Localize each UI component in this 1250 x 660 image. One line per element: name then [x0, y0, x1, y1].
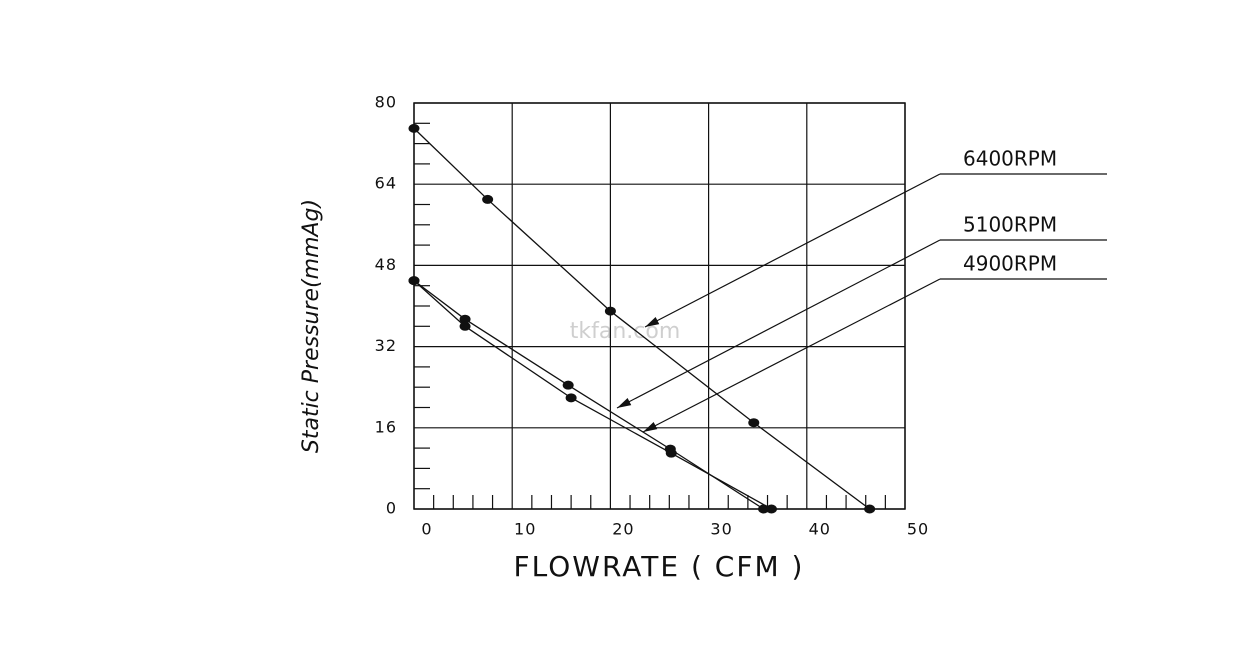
callout-arrow [644, 173, 941, 328]
x-tick-label: 0 [421, 520, 432, 539]
data-point [665, 448, 677, 458]
arrow-head [617, 397, 632, 408]
data-point [459, 321, 471, 331]
y-tick-label: 32 [375, 336, 397, 355]
data-point [459, 314, 471, 324]
data-point [408, 276, 420, 286]
x-tick-label: 50 [907, 520, 929, 539]
data-point [864, 504, 876, 514]
data-point [765, 504, 777, 514]
arrow-head [643, 422, 658, 432]
y-tick-label: 16 [375, 417, 397, 436]
series-label: 4900RPM [963, 252, 1057, 276]
y-axis-label: Static Pressure(mmAg) [299, 199, 324, 453]
y-tick-label: 80 [375, 93, 397, 112]
y-tick-label: 64 [375, 174, 397, 193]
data-point [565, 393, 577, 403]
arrow-head [645, 317, 660, 327]
x-tick-label: 10 [514, 520, 536, 539]
plot-frame [413, 102, 906, 510]
y-tick-label: 0 [386, 499, 397, 518]
data-point [482, 194, 494, 204]
series-label: 6400RPM [963, 147, 1057, 171]
x-tick-label: 40 [809, 520, 831, 539]
series-label: 5100RPM [963, 213, 1057, 237]
x-axis-label: FLOWRATE ( CFM ) [514, 550, 805, 583]
data-point [562, 380, 574, 390]
y-tick-label: 48 [375, 255, 397, 274]
callout-arrow [616, 239, 941, 409]
data-point [604, 306, 616, 316]
x-tick-label: 20 [612, 520, 634, 539]
callout-arrow [642, 278, 941, 433]
data-point [408, 123, 420, 133]
x-tick-label: 30 [710, 520, 732, 539]
data-point [748, 418, 760, 428]
